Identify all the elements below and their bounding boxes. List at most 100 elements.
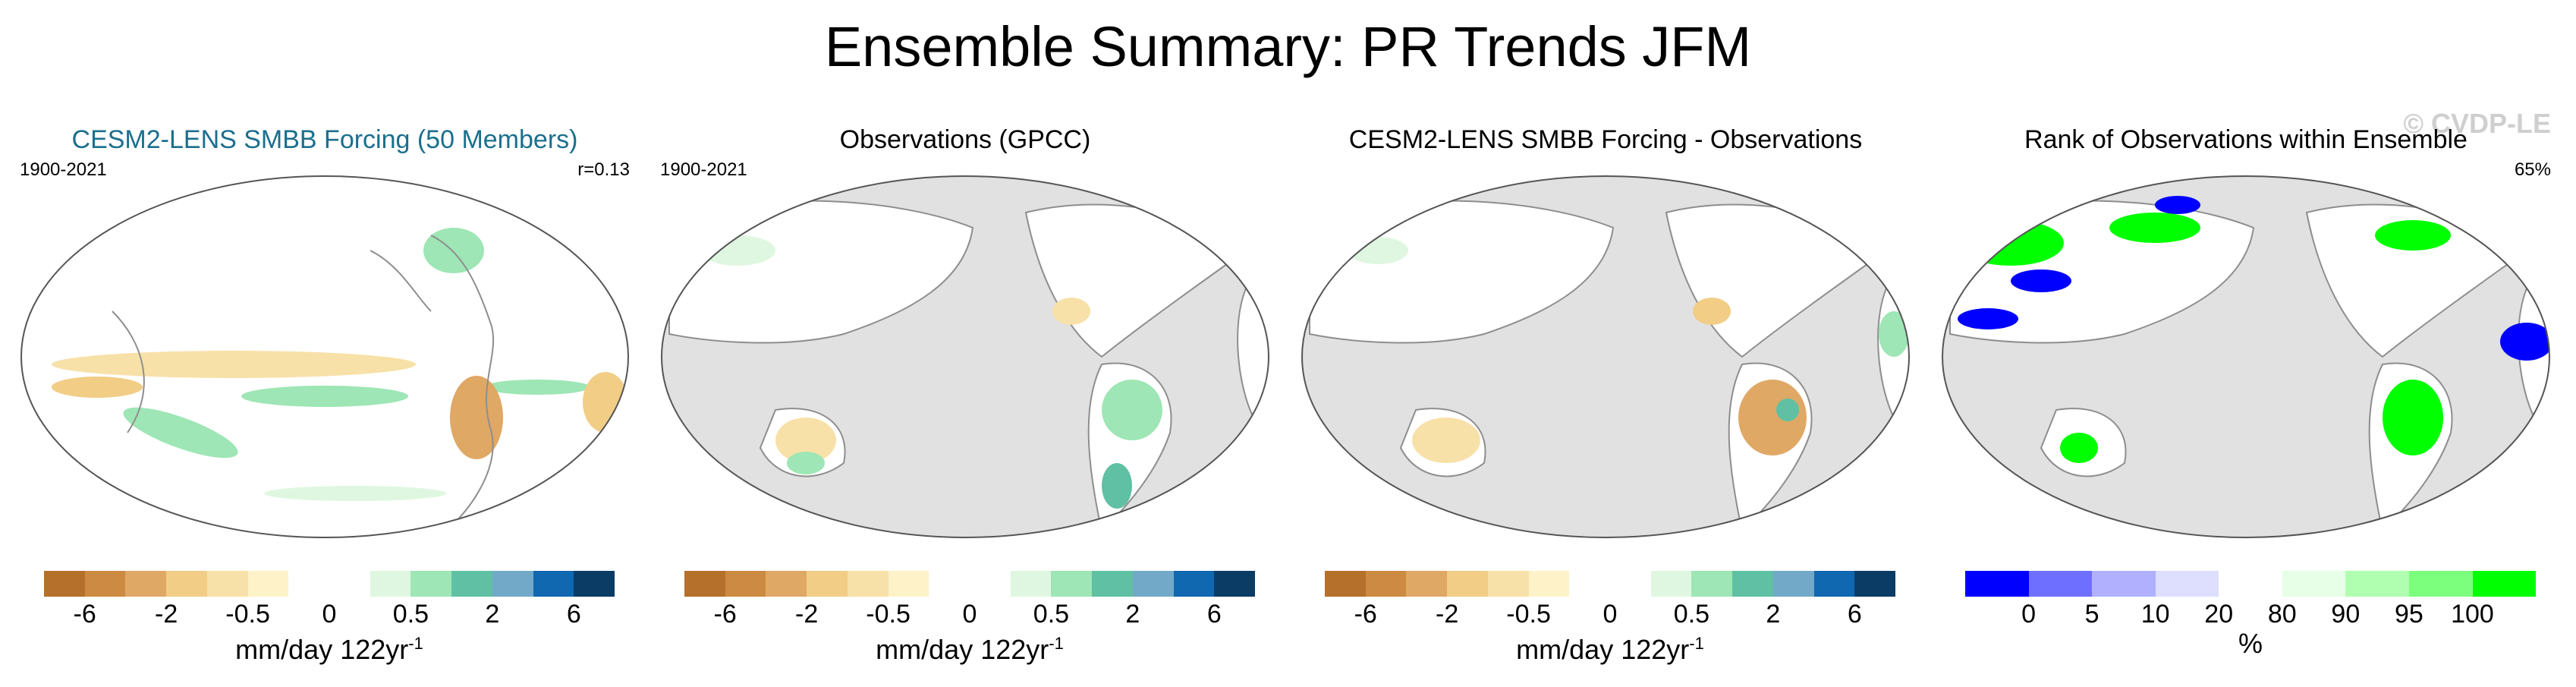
colorbar-swatch (1691, 571, 1733, 597)
panel-difference: CESM2-LENS SMBB Forcing - Observations (1287, 114, 1924, 554)
unit-exponent: -1 (1689, 634, 1704, 653)
colorbar-tick-label: 0.5 (1673, 600, 1710, 629)
map-border (20, 175, 629, 538)
colorbar-swatch (1854, 571, 1896, 597)
colorbar-tick-label: 90 (2331, 600, 2361, 629)
colorbar-ticks: -6 -2 -0.5 0 0.5 2 6 (1325, 597, 1895, 629)
colorbar-swatch (929, 571, 970, 597)
colorbar-swatch (410, 571, 452, 597)
colorbar-swatch (2282, 571, 2346, 597)
low-rank-patch (2155, 196, 2200, 214)
colorbar-tick-label: 95 (2394, 600, 2423, 629)
dry-patch (1412, 418, 1480, 463)
colorbar-swatch (847, 571, 889, 597)
panel-title: Rank of Observations within Ensemble (2024, 125, 2467, 154)
panel-observations: Observations (GPCC) 1900-2021 (646, 114, 1284, 554)
panel-title: CESM2-LENS SMBB Forcing - Observations (1348, 125, 1863, 154)
colorbar-swatch (1010, 571, 1052, 597)
colorbar-swatch (2155, 571, 2219, 597)
colorbar-swatch (125, 571, 167, 597)
colorbar-swatch (288, 571, 330, 597)
high-rank-patch (2109, 213, 2200, 243)
colorbar-tick-label: -2 (1436, 600, 1459, 629)
colorbar-tick-label: 0 (962, 600, 977, 629)
north-wet (423, 228, 484, 273)
wet-patch (1102, 380, 1162, 440)
colorbar-tick-label: 0 (2021, 600, 2037, 629)
colorbar-swatch (1325, 571, 1366, 597)
dry-patch (1052, 298, 1090, 325)
colorbar-tick-label: -2 (795, 600, 819, 629)
unit-text: mm/day 122yr (1516, 634, 1690, 665)
watermark: © CVDP-LE (2403, 108, 2551, 139)
unit-text: mm/day 122yr (235, 634, 409, 665)
colorbar-swatch (1447, 571, 1488, 597)
dry-patch (1693, 298, 1731, 325)
colorbar-tick-label: 10 (2140, 600, 2170, 629)
map-border (1942, 175, 2550, 538)
colorbar-difference (1325, 571, 1896, 597)
colorbar-model (44, 571, 615, 597)
colorbar-swatch (1569, 571, 1611, 597)
wet-patch (1102, 463, 1132, 509)
colorbar-unit: mm/day 122yr-1 (684, 629, 1255, 665)
colorbar-swatch (1214, 571, 1256, 597)
colorbar-tick-label: -6 (1354, 600, 1377, 629)
amazon-dry (450, 376, 503, 459)
unit-text: mm/day 122yr (876, 634, 1049, 665)
wet-patch (787, 452, 825, 474)
colorbar-swatch (574, 571, 615, 597)
colorbar-swatch (888, 571, 929, 597)
colorbar-tick-label: 5 (2084, 600, 2099, 629)
map-difference (1301, 175, 1910, 538)
colorbar-swatch (970, 571, 1011, 597)
colorbar-tick-label: 2 (1125, 600, 1140, 629)
colorbar-swatch (1051, 571, 1093, 597)
colorbar-swatch (725, 571, 766, 597)
colorbar-tick-label: 2 (485, 600, 500, 629)
atlantic-wet (484, 380, 590, 395)
colorbar-swatch (1092, 571, 1133, 597)
coastline (112, 235, 495, 525)
wet-patch (700, 235, 775, 266)
period-label: 1900-2021 (660, 159, 747, 180)
colorbar-tick-label: 2 (1766, 600, 1781, 629)
colorbar-rank (1965, 571, 2537, 597)
period-label: 1900-2021 (20, 159, 107, 180)
colorbar-tick-label: 20 (2204, 600, 2234, 629)
colorbar-swatch (492, 571, 533, 597)
low-rank-patch (2011, 269, 2071, 292)
colorbar-swatch (1132, 571, 1174, 597)
colorbar-ticks: 0 5 10 20 80 90 95 100 (1965, 597, 2536, 629)
colorbar-tick-label: -0.5 (225, 600, 270, 629)
map-model (20, 175, 629, 538)
panel-title: Observations (GPCC) (839, 125, 1091, 154)
colorbar-unit: % (1965, 629, 2536, 659)
colorbar-swatch (1487, 571, 1529, 597)
unit-exponent: -1 (408, 634, 423, 653)
colorbar-swatch (533, 571, 574, 597)
colorbar-swatch (1173, 571, 1215, 597)
high-rank-patch (2375, 220, 2451, 251)
colorbar-swatch (2345, 571, 2409, 597)
colorbar-swatch (1528, 571, 1570, 597)
colorbar-swatch (44, 571, 85, 597)
dry-patch (775, 418, 836, 463)
unit-exponent: -1 (1049, 634, 1064, 653)
spcz (123, 407, 238, 459)
wet-patch (1879, 311, 1909, 357)
high-rank-patch (2060, 433, 2098, 463)
colorbar-tick-label: 6 (566, 600, 581, 629)
colorbar-swatch (2472, 571, 2537, 597)
panel-model: CESM2-LENS SMBB Forcing (50 Members) 190… (6, 114, 643, 554)
africa-dry (583, 372, 628, 433)
colorbar-swatch (1650, 571, 1692, 597)
colorbar-tick-label: -2 (155, 600, 178, 629)
colorbar-swatch (2092, 571, 2156, 597)
south-wet (264, 486, 446, 501)
colorbar-tick-label: 0.5 (1033, 600, 1070, 629)
colorbar-swatch (247, 571, 289, 597)
colorbar-swatch (2408, 571, 2473, 597)
colorbar-swatch (370, 571, 411, 597)
wet-patch (1776, 399, 1799, 421)
